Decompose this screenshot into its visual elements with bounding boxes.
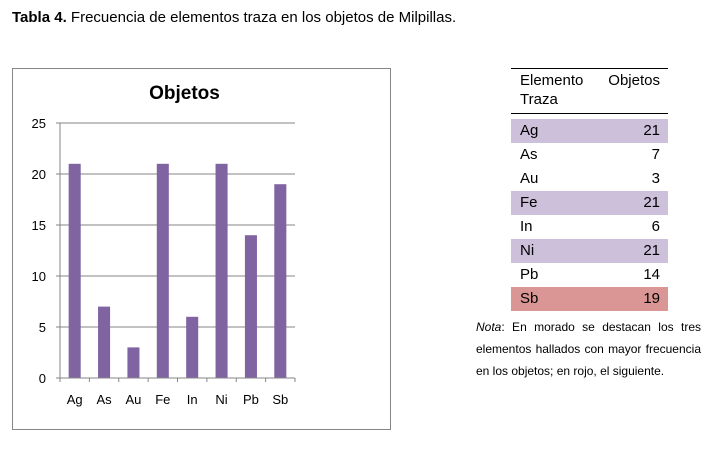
table-note: Nota: En morado se destacan los tres ele… [476,316,701,382]
table-row: Ag 21 [511,119,668,143]
table-caption: Tabla 4. Frecuencia de elementos traza e… [12,9,456,26]
x-tick-label: Ni [215,392,227,407]
table-row: Pb 14 [511,263,668,287]
caption-text: Frecuencia de elementos traza en los obj… [66,9,457,26]
table-row: Fe 21 [511,191,668,215]
x-tick-label: Fe [155,392,170,407]
table-row: As 7 [511,143,668,167]
y-tick-label: 10 [32,269,46,284]
x-tick-label: Pb [243,392,259,407]
bar-fe [156,163,169,378]
x-tick-label: Sb [272,392,288,407]
note-text: : En morado se destacan los tres element… [476,320,701,378]
cell-count: 3 [651,170,660,187]
table-header-row: Elemento Traza Objetos [511,68,668,114]
x-tick-label: As [96,392,112,407]
element-frequency-table: Elemento Traza Objetos Ag 21 As 7 Au 3 Fe 21 In 6… [511,68,668,311]
cell-element: As [520,146,538,163]
cell-element: Fe [520,194,538,211]
chart-canvas: Objetos 0 5 10 15 20 25 Ag As Au Fe In Ni Pb Sb [32,83,296,407]
bar-pb [244,235,257,378]
cell-count: 21 [643,122,660,139]
x-tick-label: In [187,392,198,407]
y-tick-label: 20 [32,167,46,182]
cell-count: 14 [643,266,660,283]
y-tick-label: 25 [32,116,46,131]
chart-title: Objetos [149,83,220,104]
x-tick-label: Ag [67,392,83,407]
table-row: Sb 19 [511,287,668,311]
bar-au [127,347,140,378]
header-objects: Objetos [608,68,668,114]
bar-chart: Objetos 0 5 10 15 20 25 Ag As Au Fe In Ni Pb Sb [12,68,391,430]
cell-count: 7 [651,146,660,163]
bar-sb [274,184,287,378]
y-tick-label: 5 [39,320,46,335]
bar-ag [68,163,81,378]
note-label: Nota [476,320,502,334]
bar-ni [215,163,228,378]
cell-element: Ag [520,122,539,139]
cell-element: Au [520,170,539,187]
y-tick-label: 15 [32,218,46,233]
cell-element: Pb [520,266,539,283]
x-tick-label: Au [125,392,141,407]
cell-count: 6 [651,218,660,235]
bar-as [98,306,111,378]
table-row: Au 3 [511,167,668,191]
table-row: Ni 21 [511,239,668,263]
table-row: In 6 [511,215,668,239]
cell-element: Ni [520,242,535,259]
caption-label: Tabla 4. [12,9,67,26]
cell-count: 21 [643,242,660,259]
y-tick-label: 0 [39,371,46,386]
cell-element: In [520,218,533,235]
header-element: Elemento Traza [511,68,609,114]
cell-count: 19 [643,290,660,307]
bar-in [186,316,199,378]
cell-element: Sb [520,290,539,307]
table-body: Ag 21 As 7 Au 3 Fe 21 In 6 Ni 21 Pb 14 Sb 19 [511,114,668,311]
cell-count: 21 [643,194,660,211]
